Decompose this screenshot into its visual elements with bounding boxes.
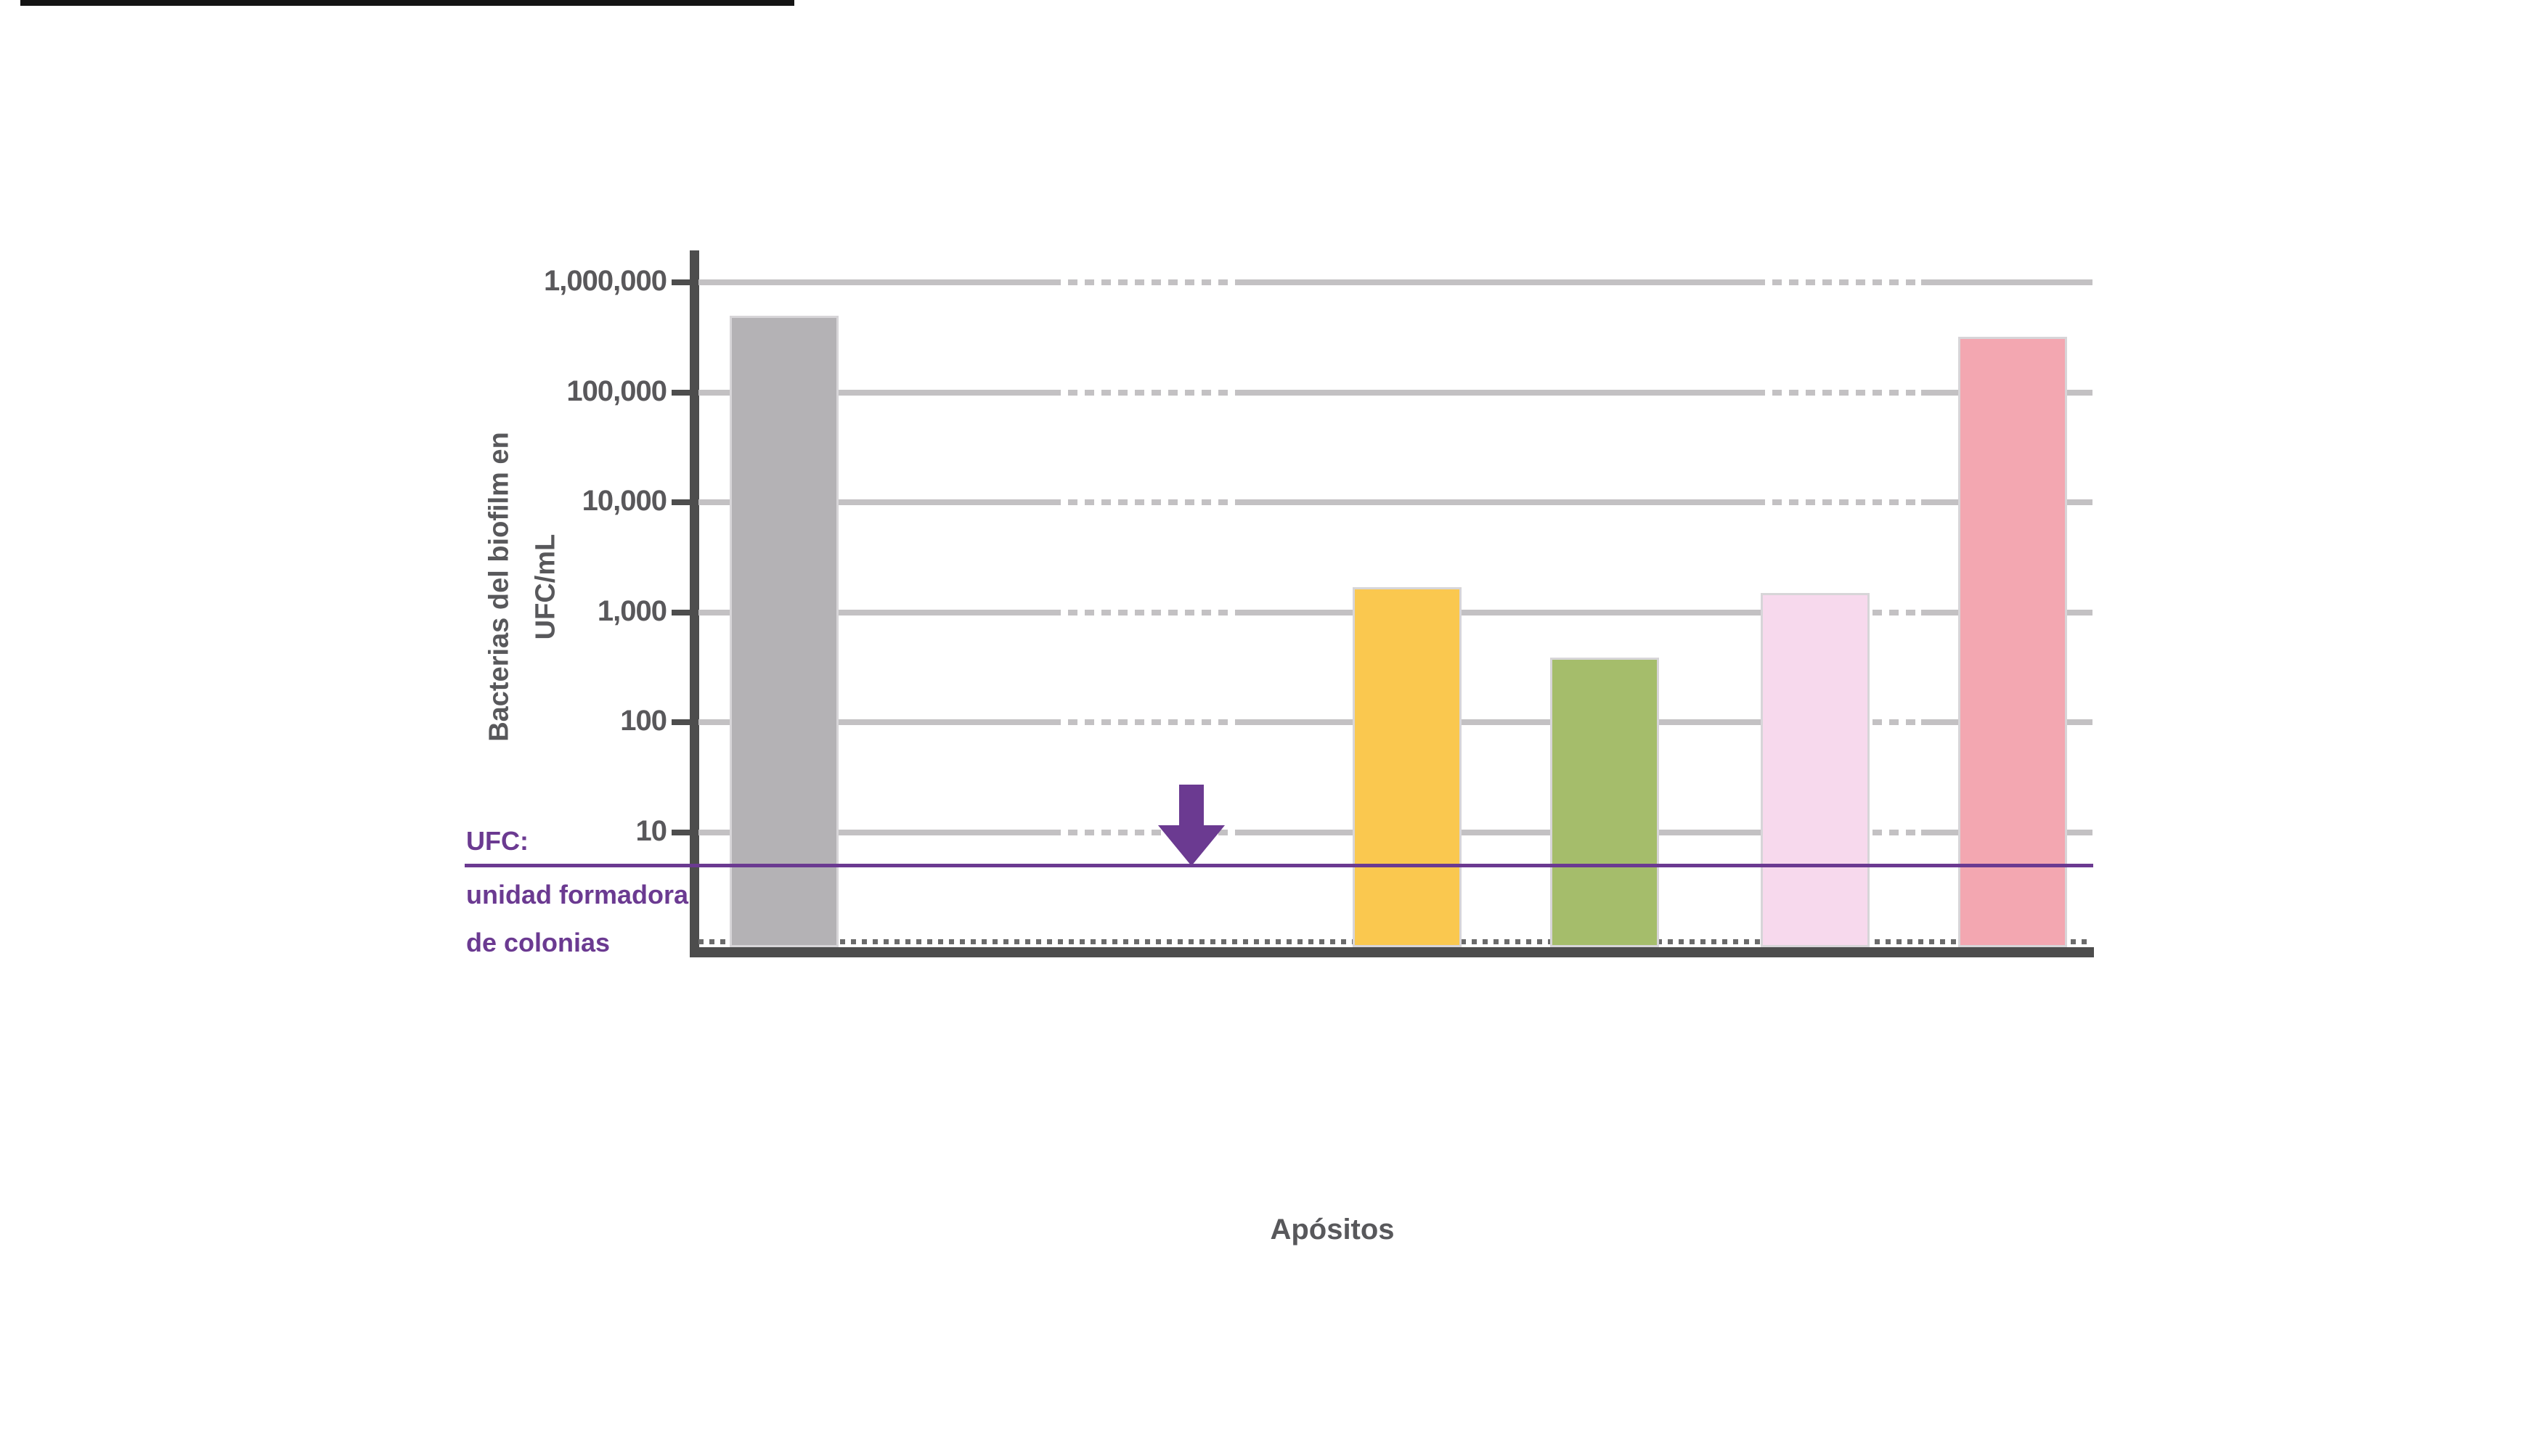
gridline-segment	[1921, 279, 2092, 285]
bar-5	[1550, 658, 1659, 947]
gridline-segment	[698, 499, 1051, 505]
y-tick-mark	[672, 609, 690, 615]
gridline-segment	[1236, 829, 1756, 835]
y-tick-label: 1,000,000	[544, 265, 667, 297]
arrow-head	[1158, 825, 1225, 866]
bar-4	[1353, 586, 1462, 947]
gridline-segment	[698, 719, 1051, 725]
gridline-segment	[1051, 719, 1236, 725]
below-detection-arrow-icon	[1158, 785, 1225, 866]
y-axis-title-line1: Bacterias del biofilm en	[484, 432, 515, 742]
footnote-line1: unidad formadora	[466, 880, 689, 909]
y-tick-label: 100,000	[566, 375, 667, 407]
y-tick-label: 10,000	[582, 485, 667, 517]
y-tick-label: 1,000	[597, 594, 667, 627]
y-axis-spine	[690, 250, 699, 957]
y-axis-title-line2: UFC/mL	[530, 533, 561, 640]
y-tick-mark	[672, 719, 690, 725]
x-axis-spine	[690, 947, 2094, 957]
footnote-line2: de colonias	[466, 928, 611, 957]
bar-1	[730, 315, 839, 947]
gridline-segment	[1756, 279, 1921, 285]
y-tick-mark	[672, 499, 690, 505]
gridline-segment	[1051, 609, 1236, 615]
gridline-segment	[1236, 389, 1756, 396]
x-axis-title: Apósitos	[1270, 1214, 1395, 1246]
gridline-segment	[1051, 829, 1236, 835]
gridline-segment	[1236, 279, 1756, 285]
gridline-segment	[1236, 499, 1756, 505]
gridline-segment	[1051, 389, 1236, 396]
footnote-abbr: UFC:	[466, 826, 529, 856]
y-tick-mark	[672, 389, 690, 396]
gridline-segment	[698, 279, 1051, 285]
gridline-segment	[1756, 389, 1921, 396]
y-tick-mark	[672, 829, 690, 835]
gridline-segment	[1756, 499, 1921, 505]
gridline-segment	[1051, 499, 1236, 505]
y-tick-label: 100	[620, 705, 667, 737]
gridline-segment	[1051, 279, 1236, 285]
y-tick-mark	[672, 279, 690, 285]
top-edge-artifact	[20, 0, 794, 6]
detection-limit-line	[465, 864, 2093, 868]
gridline-segment	[1236, 609, 1756, 615]
arrow-shaft	[1179, 785, 1204, 825]
y-tick-label: 10	[635, 814, 668, 847]
gridline-segment	[698, 609, 1051, 615]
bar-6	[1761, 592, 1870, 947]
bar-7	[1958, 336, 2067, 947]
gridline-segment	[698, 389, 1051, 396]
gridline-segment	[1236, 719, 1756, 725]
gridline-segment	[698, 829, 1051, 835]
